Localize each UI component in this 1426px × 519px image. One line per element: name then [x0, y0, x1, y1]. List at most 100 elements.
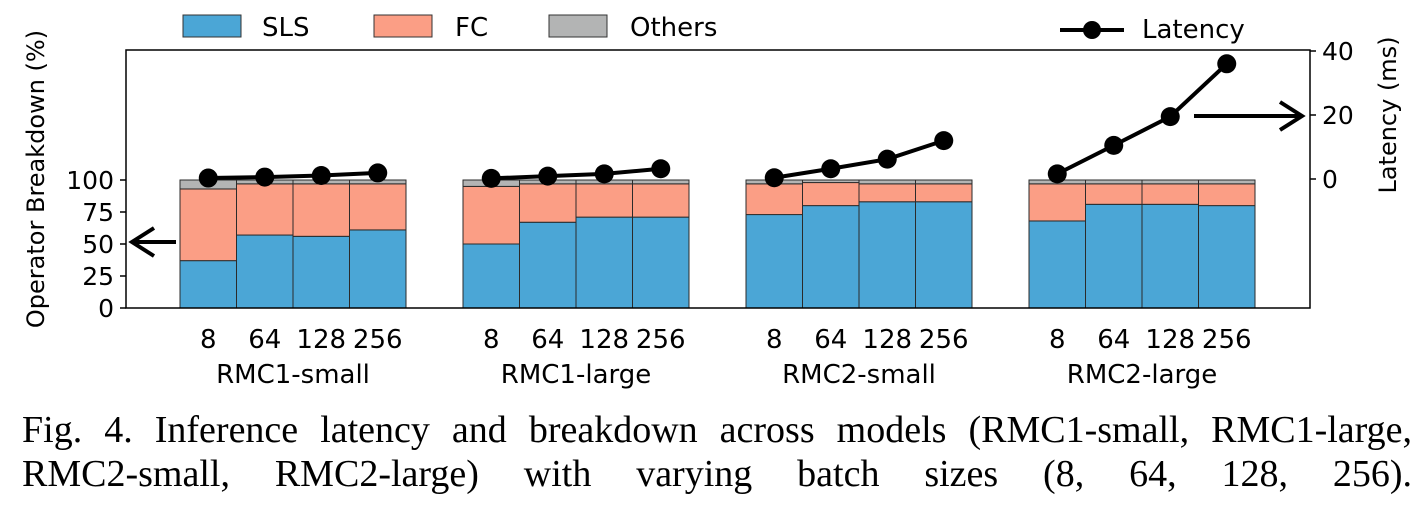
- bar-fc-rmc1-large-8: [462, 185, 520, 245]
- latency-point-rmc1-small-128: [311, 165, 331, 185]
- bar-fc-rmc1-small-8: [179, 188, 237, 262]
- legend-swatch-others: [548, 14, 608, 38]
- bar-fc-rmc1-large-256: [632, 183, 690, 218]
- figure-caption: Fig. 4. Inference latency and breakdown …: [22, 409, 1412, 495]
- bar-sls-rmc1-small-256: [349, 229, 407, 309]
- x-tick-label: 128: [296, 325, 346, 355]
- y-tick-label: 25: [82, 262, 114, 291]
- x-tick-label: 8: [483, 325, 500, 355]
- x-tick-label: 256: [1202, 325, 1252, 355]
- latency-line-rmc2-small: [773, 138, 945, 180]
- bar-sls-rmc1-large-8: [462, 243, 520, 309]
- x-tick-label: 64: [531, 325, 564, 355]
- latency-point-rmc1-small-64: [255, 167, 275, 187]
- bar-sls-rmc1-small-128: [292, 235, 350, 309]
- bar-fc-rmc2-large-8: [1028, 183, 1086, 222]
- legend-swatch-fc: [373, 14, 433, 38]
- latency-point-rmc2-small-64: [821, 159, 841, 179]
- bar-sls-rmc2-large-8: [1028, 220, 1086, 309]
- latency-point-rmc2-large-128: [1160, 107, 1180, 127]
- y-tick-label: 100: [66, 166, 114, 195]
- bar-fc-rmc2-small-8: [745, 183, 803, 216]
- latency-point-rmc2-small-8: [764, 168, 784, 188]
- bar-sls-rmc1-large-256: [632, 216, 690, 309]
- bar-sls-rmc2-small-256: [915, 201, 973, 309]
- group-label: RMC1-small: [216, 360, 370, 390]
- bar-sls-rmc1-large-64: [519, 221, 577, 309]
- bar-sls-rmc2-large-128: [1141, 203, 1199, 309]
- bar-sls-rmc1-large-128: [575, 216, 633, 309]
- bar-others-rmc2-small-256: [915, 179, 973, 185]
- latency-point-rmc1-large-64: [538, 166, 558, 186]
- bar-others-rmc1-large-256: [632, 179, 690, 185]
- y2-tick-label: 0: [1322, 165, 1338, 194]
- latency-line-rmc1-large: [491, 166, 661, 181]
- bar-fc-rmc2-large-64: [1085, 183, 1143, 205]
- legend-label-fc: FC: [455, 13, 488, 43]
- group-label: RMC2-small: [782, 360, 936, 390]
- bar-fc-rmc1-small-128: [292, 183, 350, 237]
- latency-point-rmc2-small-256: [934, 131, 954, 151]
- x-tick-label: 64: [1097, 325, 1130, 355]
- legend-label-others: Others: [630, 13, 717, 43]
- legend: SLS FC Others Latency: [182, 13, 1245, 45]
- bar-fc-rmc2-small-64: [802, 182, 860, 207]
- bar-sls-rmc2-small-128: [858, 201, 916, 309]
- y2-tick-label: 20: [1322, 101, 1354, 130]
- latency-line-rmc2-large: [1056, 62, 1229, 176]
- legend-swatch-sls: [182, 14, 242, 38]
- bar-sls-rmc2-small-64: [802, 205, 860, 309]
- y2-axis-label: Latency (ms): [1374, 36, 1402, 193]
- bar-sls-rmc2-large-256: [1198, 205, 1256, 309]
- bar-others-rmc2-small-128: [858, 179, 916, 185]
- x-tick-label: 128: [862, 325, 912, 355]
- bar-fc-rmc2-large-128: [1141, 183, 1199, 205]
- latency-point-rmc2-small-128: [877, 149, 897, 169]
- x-tick-label: 128: [1145, 325, 1195, 355]
- latency-line-rmc1-small: [208, 170, 378, 181]
- latency-layer: [198, 54, 1237, 188]
- left-axis: 0 25 50 75 100: [66, 166, 126, 323]
- latency-point-rmc1-small-256: [368, 163, 388, 183]
- bar-fc-rmc2-small-128: [858, 183, 916, 203]
- latency-point-rmc2-large-256: [1217, 54, 1237, 74]
- x-tick-label: 64: [814, 325, 847, 355]
- group-label: RMC2-large: [1067, 360, 1217, 390]
- latency-point-rmc1-large-128: [594, 164, 614, 184]
- x-tick-label: 8: [200, 325, 217, 355]
- y-tick-label: 0: [98, 294, 114, 323]
- bar-fc-rmc1-large-64: [519, 183, 577, 223]
- bar-fc-rmc2-large-256: [1198, 183, 1256, 207]
- right-axis: 0 20 40: [1310, 37, 1354, 194]
- bar-others-rmc2-large-64: [1085, 179, 1143, 185]
- x-tick-label: 256: [919, 325, 969, 355]
- bar-others-rmc2-large-256: [1198, 179, 1256, 185]
- x-tick-label: 128: [579, 325, 629, 355]
- legend-marker-latency: [1083, 21, 1101, 39]
- latency-point-rmc1-small-8: [198, 168, 218, 188]
- left-pointer-arrow: [128, 226, 176, 258]
- bar-sls-rmc1-small-8: [179, 260, 237, 309]
- group-label: RMC1-large: [501, 360, 651, 390]
- bar-sls-rmc2-small-8: [745, 214, 803, 309]
- legend-label-sls: SLS: [262, 13, 310, 43]
- x-tick-label: 64: [248, 325, 281, 355]
- bar-fc-rmc2-small-256: [915, 183, 973, 203]
- x-tick-label: 256: [353, 325, 403, 355]
- x-tick-label: 8: [766, 325, 783, 355]
- latency-point-rmc2-large-64: [1104, 135, 1124, 155]
- right-pointer-arrow: [1194, 100, 1306, 132]
- bar-fc-rmc1-large-128: [575, 183, 633, 218]
- x-tick-label: 8: [1049, 325, 1066, 355]
- bar-fc-rmc1-small-64: [236, 183, 294, 236]
- bar-fc-rmc1-small-256: [349, 183, 407, 231]
- latency-point-rmc1-large-8: [481, 168, 501, 188]
- bar-sls-rmc2-large-64: [1085, 203, 1143, 309]
- bar-others-rmc2-small-64: [802, 179, 860, 184]
- latency-point-rmc2-large-8: [1047, 164, 1067, 184]
- bar-others-rmc2-large-128: [1141, 179, 1199, 185]
- latency-point-rmc1-large-256: [651, 159, 671, 179]
- bar-sls-rmc1-small-64: [236, 234, 294, 309]
- y-tick-label: 75: [82, 198, 114, 227]
